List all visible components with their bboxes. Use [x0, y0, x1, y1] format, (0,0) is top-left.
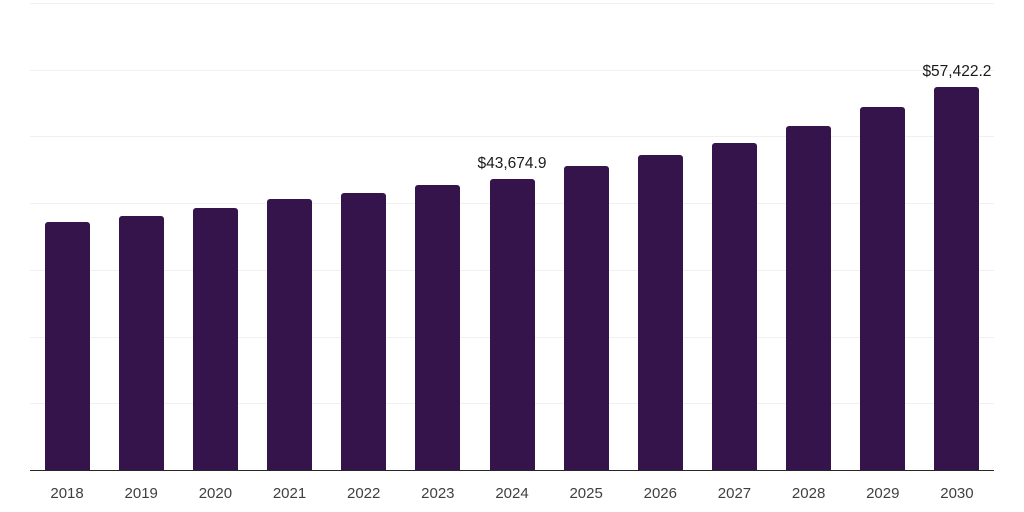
- x-tick-label-2020: 2020: [198, 485, 233, 502]
- x-tick-label-2018: 2018: [50, 485, 84, 502]
- gridline: [30, 3, 994, 4]
- bar-2020: [192, 208, 238, 470]
- bar-2030: [934, 86, 980, 470]
- gridline: [30, 136, 994, 138]
- value-label-2024: $43,674.9: [477, 154, 547, 172]
- x-tick-label-2025: 2025: [569, 485, 603, 502]
- value-label-2030: $57,422.2: [922, 62, 992, 80]
- bar-2019: [118, 216, 164, 470]
- bar-2018: [44, 222, 90, 470]
- x-tick-label-2023: 2023: [421, 485, 455, 502]
- bar-2022: [341, 193, 387, 470]
- bar-2025: [563, 166, 609, 470]
- bar-2024: [489, 178, 535, 470]
- x-tick-label-2024: 2024: [495, 485, 529, 502]
- x-tick-label-2019: 2019: [124, 485, 158, 502]
- bar-2028: [786, 126, 832, 470]
- x-tick-label-2030: 2030: [940, 485, 974, 502]
- bar-2021: [267, 198, 313, 470]
- x-tick-label-2029: 2029: [866, 485, 900, 502]
- x-tick-label-2027: 2027: [717, 485, 752, 502]
- x-tick-label-2026: 2026: [643, 485, 677, 502]
- x-tick-label-2021: 2021: [272, 485, 307, 502]
- x-tick-label-2022: 2022: [347, 485, 381, 502]
- bar-2023: [415, 185, 461, 470]
- x-axis-line: [30, 469, 994, 471]
- x-tick-label-2028: 2028: [791, 485, 826, 502]
- bar-2026: [637, 155, 683, 470]
- gridline: [30, 69, 994, 71]
- bar-2029: [860, 107, 906, 470]
- bar-2027: [711, 142, 757, 470]
